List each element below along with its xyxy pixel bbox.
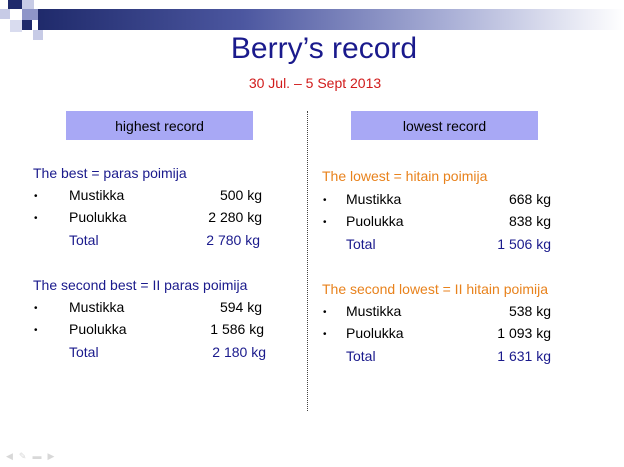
- second-lowest-group-title: The second lowest = II hitain poimija: [322, 281, 549, 297]
- decor-square: [22, 0, 34, 9]
- item-name: Puolukka: [346, 213, 404, 229]
- decor-square: [10, 20, 22, 32]
- total-label: Total: [69, 344, 99, 360]
- item-value: 1 093 kg: [497, 325, 551, 341]
- item-value: 668 kg: [508, 191, 551, 207]
- item-name: Puolukka: [346, 325, 404, 341]
- menu-icon[interactable]: ▬: [32, 451, 42, 461]
- slideshow-nav: ◀ ✎ ▬ ▶: [6, 451, 54, 462]
- decor-square: [8, 0, 22, 9]
- total-label: Total: [346, 348, 376, 364]
- item-name: Mustikka: [346, 303, 402, 319]
- bullet-icon: •: [323, 307, 327, 318]
- total-value: 1 631 kg: [497, 348, 551, 364]
- pen-icon[interactable]: ✎: [18, 451, 27, 461]
- item-value: 538 kg: [508, 303, 551, 319]
- bullet-icon: •: [34, 325, 38, 336]
- header-gradient-bar: [38, 9, 624, 30]
- decor-square: [0, 9, 10, 19]
- total-value: 2 180 kg: [212, 344, 266, 360]
- best-group-title: The best = paras poimija: [33, 165, 187, 181]
- previous-arrow-icon[interactable]: ◀: [6, 451, 13, 461]
- column-divider: [307, 111, 308, 411]
- bullet-icon: •: [34, 303, 38, 314]
- second-best-group-title: The second best = II paras poimija: [33, 277, 248, 293]
- total-value: 2 780 kg: [206, 232, 260, 248]
- total-label: Total: [69, 232, 99, 248]
- item-value: 838 kg: [508, 213, 551, 229]
- bullet-icon: •: [323, 195, 327, 206]
- item-name: Puolukka: [69, 209, 127, 225]
- next-arrow-icon[interactable]: ▶: [47, 451, 55, 461]
- slide-subtitle: 30 Jul. – 5 Sept 2013: [248, 75, 382, 91]
- item-value: 2 280 kg: [208, 209, 262, 225]
- lowest-group-title: The lowest = hitain poimija: [322, 168, 488, 184]
- item-name: Mustikka: [346, 191, 402, 207]
- item-name: Puolukka: [69, 321, 127, 337]
- bullet-icon: •: [323, 329, 327, 340]
- bullet-icon: •: [34, 191, 38, 202]
- bullet-icon: •: [34, 213, 38, 224]
- total-label: Total: [346, 236, 376, 252]
- slide-title: Berry’s record: [230, 32, 418, 65]
- lowest-record-header: lowest record: [351, 111, 538, 140]
- highest-record-header: highest record: [66, 111, 253, 140]
- item-value: 594 kg: [219, 299, 262, 315]
- decor-square: [22, 9, 38, 20]
- decor-square: [33, 30, 43, 40]
- item-name: Mustikka: [69, 299, 125, 315]
- item-value: 1 586 kg: [210, 321, 264, 337]
- total-value: 1 506 kg: [497, 236, 551, 252]
- item-name: Mustikka: [69, 187, 125, 203]
- decor-square: [22, 20, 32, 30]
- bullet-icon: •: [323, 217, 327, 228]
- item-value: 500 kg: [219, 187, 262, 203]
